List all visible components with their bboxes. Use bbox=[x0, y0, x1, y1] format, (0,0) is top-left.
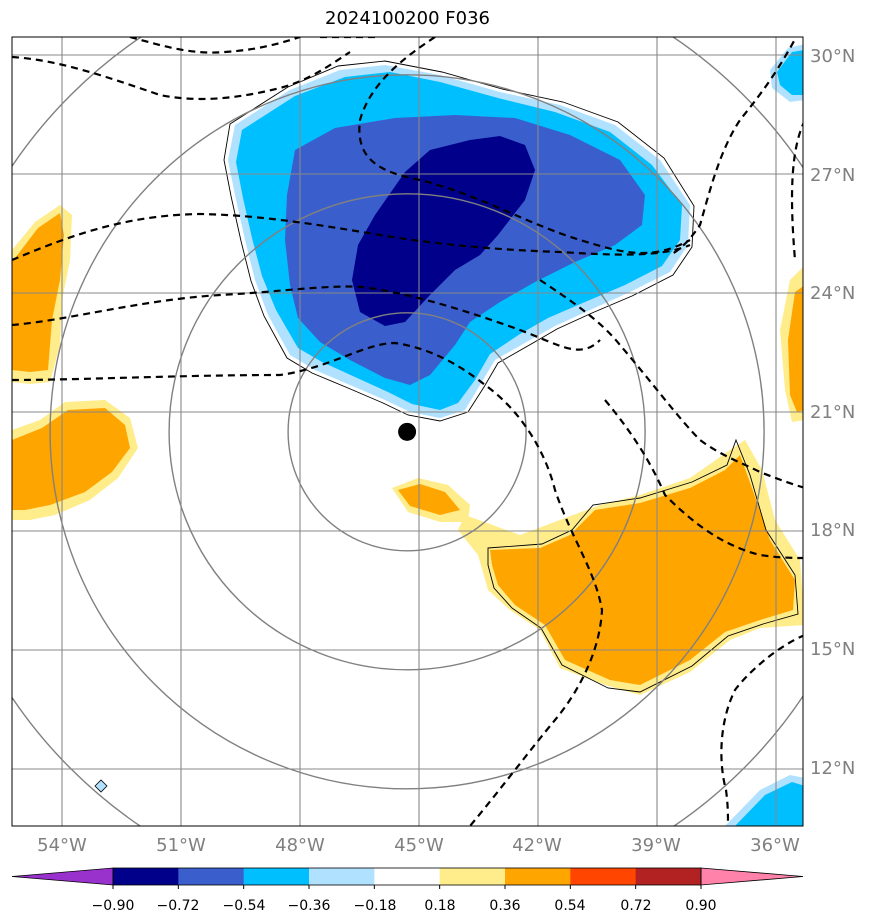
anomaly-neg-072 bbox=[352, 136, 535, 326]
map-title: 2024100200 F036 bbox=[325, 8, 490, 29]
colorbar-tick: −0.54 bbox=[223, 898, 266, 914]
colorbar-segment bbox=[243, 868, 310, 885]
colorbar-tick: 0.18 bbox=[424, 898, 455, 914]
lat-labels: 30°N 27°N 24°N 21°N 18°N 15°N 12°N bbox=[810, 46, 855, 779]
colorbar-segment bbox=[570, 868, 637, 885]
colorbar-segment bbox=[374, 868, 441, 885]
lon-label: 42°W bbox=[512, 835, 562, 856]
colorbar-tick: 0.72 bbox=[620, 898, 651, 914]
colorbar-segment bbox=[505, 868, 571, 885]
lon-label: 45°W bbox=[394, 835, 444, 856]
lat-lon-grid bbox=[12, 37, 803, 826]
lat-label: 15°N bbox=[810, 639, 855, 660]
lon-labels: 54°W 51°W 48°W 45°W 42°W 39°W 36°W bbox=[37, 835, 800, 856]
lon-label: 51°W bbox=[156, 835, 206, 856]
range-ring bbox=[287, 312, 527, 552]
lon-label: 48°W bbox=[275, 835, 325, 856]
colorbar-segment bbox=[635, 868, 702, 885]
colorbar bbox=[11, 867, 804, 889]
lat-label: 12°N bbox=[810, 758, 855, 779]
colorbar-tick: −0.36 bbox=[288, 898, 331, 914]
colorbar-segment bbox=[178, 868, 245, 885]
lat-label: 30°N bbox=[810, 46, 855, 67]
storm-center-marker bbox=[398, 422, 417, 441]
range-ring bbox=[49, 74, 765, 790]
colorbar-extend-min bbox=[11, 867, 114, 886]
colorbar-segment bbox=[439, 868, 506, 885]
colorbar-tick: −0.72 bbox=[157, 898, 200, 914]
colorbar-tick: −0.18 bbox=[354, 898, 397, 914]
colorbar-extend-max bbox=[700, 867, 804, 886]
colorbar-segment bbox=[309, 868, 375, 885]
lon-label: 39°W bbox=[631, 835, 681, 856]
anomaly-neg-small bbox=[94, 779, 108, 793]
lat-label: 18°N bbox=[810, 520, 855, 541]
lon-label: 36°W bbox=[750, 835, 800, 856]
colorbar-segment bbox=[113, 868, 179, 885]
lat-label: 21°N bbox=[810, 402, 855, 423]
colorbar-tick: 0.36 bbox=[489, 898, 520, 914]
range-ring bbox=[168, 193, 646, 671]
lat-label: 24°N bbox=[810, 283, 855, 304]
colorbar-outline bbox=[112, 867, 702, 886]
colorbar-tick-labels: −0.90 −0.72 −0.54 −0.36 −0.18 0.18 0.36 … bbox=[92, 898, 717, 914]
colorbar-tick: −0.90 bbox=[92, 898, 135, 914]
lat-label: 27°N bbox=[810, 165, 855, 186]
colorbar-tick: 0.90 bbox=[685, 898, 716, 914]
map-frame bbox=[11, 36, 804, 827]
dashed-contours bbox=[12, 37, 803, 826]
colorbar-tick: 0.54 bbox=[554, 898, 585, 914]
lon-label: 54°W bbox=[37, 835, 87, 856]
